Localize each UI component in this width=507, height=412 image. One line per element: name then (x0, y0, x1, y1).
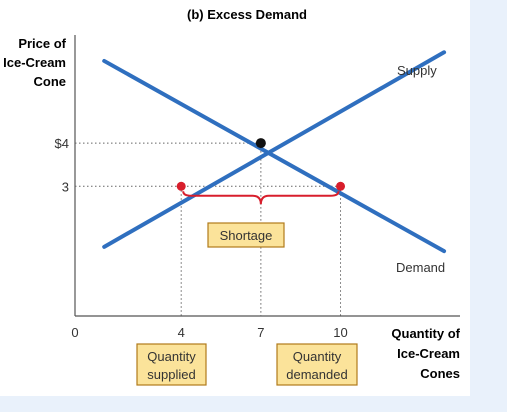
demand-curve (102, 58, 447, 254)
y-tick-label-4: $4 (55, 136, 69, 151)
quantity-demanded-point (336, 181, 346, 191)
shortage-label: Shortage (220, 228, 273, 243)
chart-title: (b) Excess Demand (187, 7, 307, 22)
quantity-supplied-box (136, 343, 207, 386)
y-tick-label-3: 3 (62, 179, 69, 194)
supply-label: Supply (397, 63, 437, 78)
quantity-supplied-label-line-2: supplied (147, 367, 195, 382)
y-axis-title-line-2: Ice-Cream (3, 55, 66, 70)
y-axis-title-line-3: Cone (34, 74, 67, 89)
quantity-demanded-label-line-2: demanded (286, 367, 347, 382)
supply-curve (102, 50, 447, 249)
x-axis-title-line-2: Ice-Cream (397, 346, 460, 361)
bottom-panel (0, 396, 507, 412)
x-tick-label-0: 0 (71, 325, 78, 340)
shortage-box (207, 222, 285, 248)
quantity-demanded-label-line-1: Quantity (293, 349, 342, 364)
side-panel (470, 0, 507, 412)
quantity-demanded-box (276, 343, 358, 386)
quantity-supplied-point (176, 181, 186, 191)
quantity-supplied-label-line-1: Quantity (147, 349, 196, 364)
x-axis-title-line-3: Cones (420, 366, 460, 381)
equilibrium-point (255, 138, 266, 149)
x-tick-label-10: 10 (333, 325, 347, 340)
demand-label: Demand (396, 260, 445, 275)
x-tick-label-4: 4 (178, 325, 185, 340)
y-axis-title-line-1: Price of (18, 36, 66, 51)
x-axis-title-line-1: Quantity of (391, 326, 460, 341)
x-tick-label-7: 7 (257, 325, 264, 340)
shortage-brace (182, 191, 340, 205)
